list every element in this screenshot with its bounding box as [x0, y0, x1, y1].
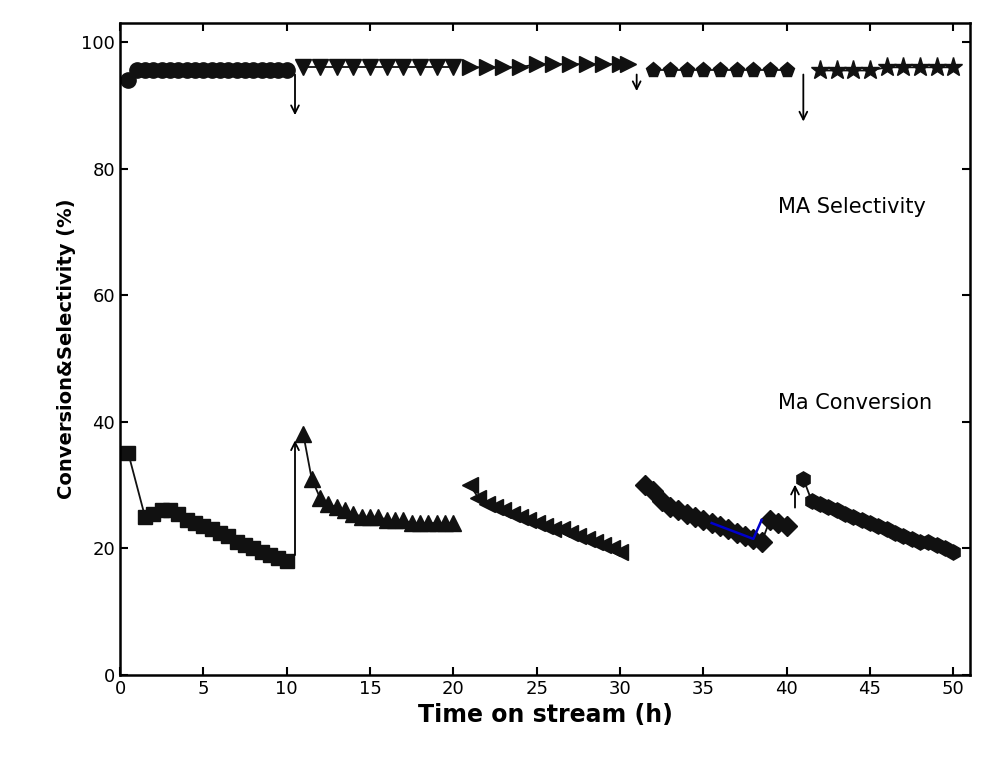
X-axis label: Time on stream (h): Time on stream (h) [418, 703, 672, 727]
Y-axis label: Conversion&Selectivity (%): Conversion&Selectivity (%) [57, 199, 76, 499]
Text: MA Selectivity: MA Selectivity [778, 197, 926, 217]
Text: Ma Conversion: Ma Conversion [778, 393, 932, 413]
